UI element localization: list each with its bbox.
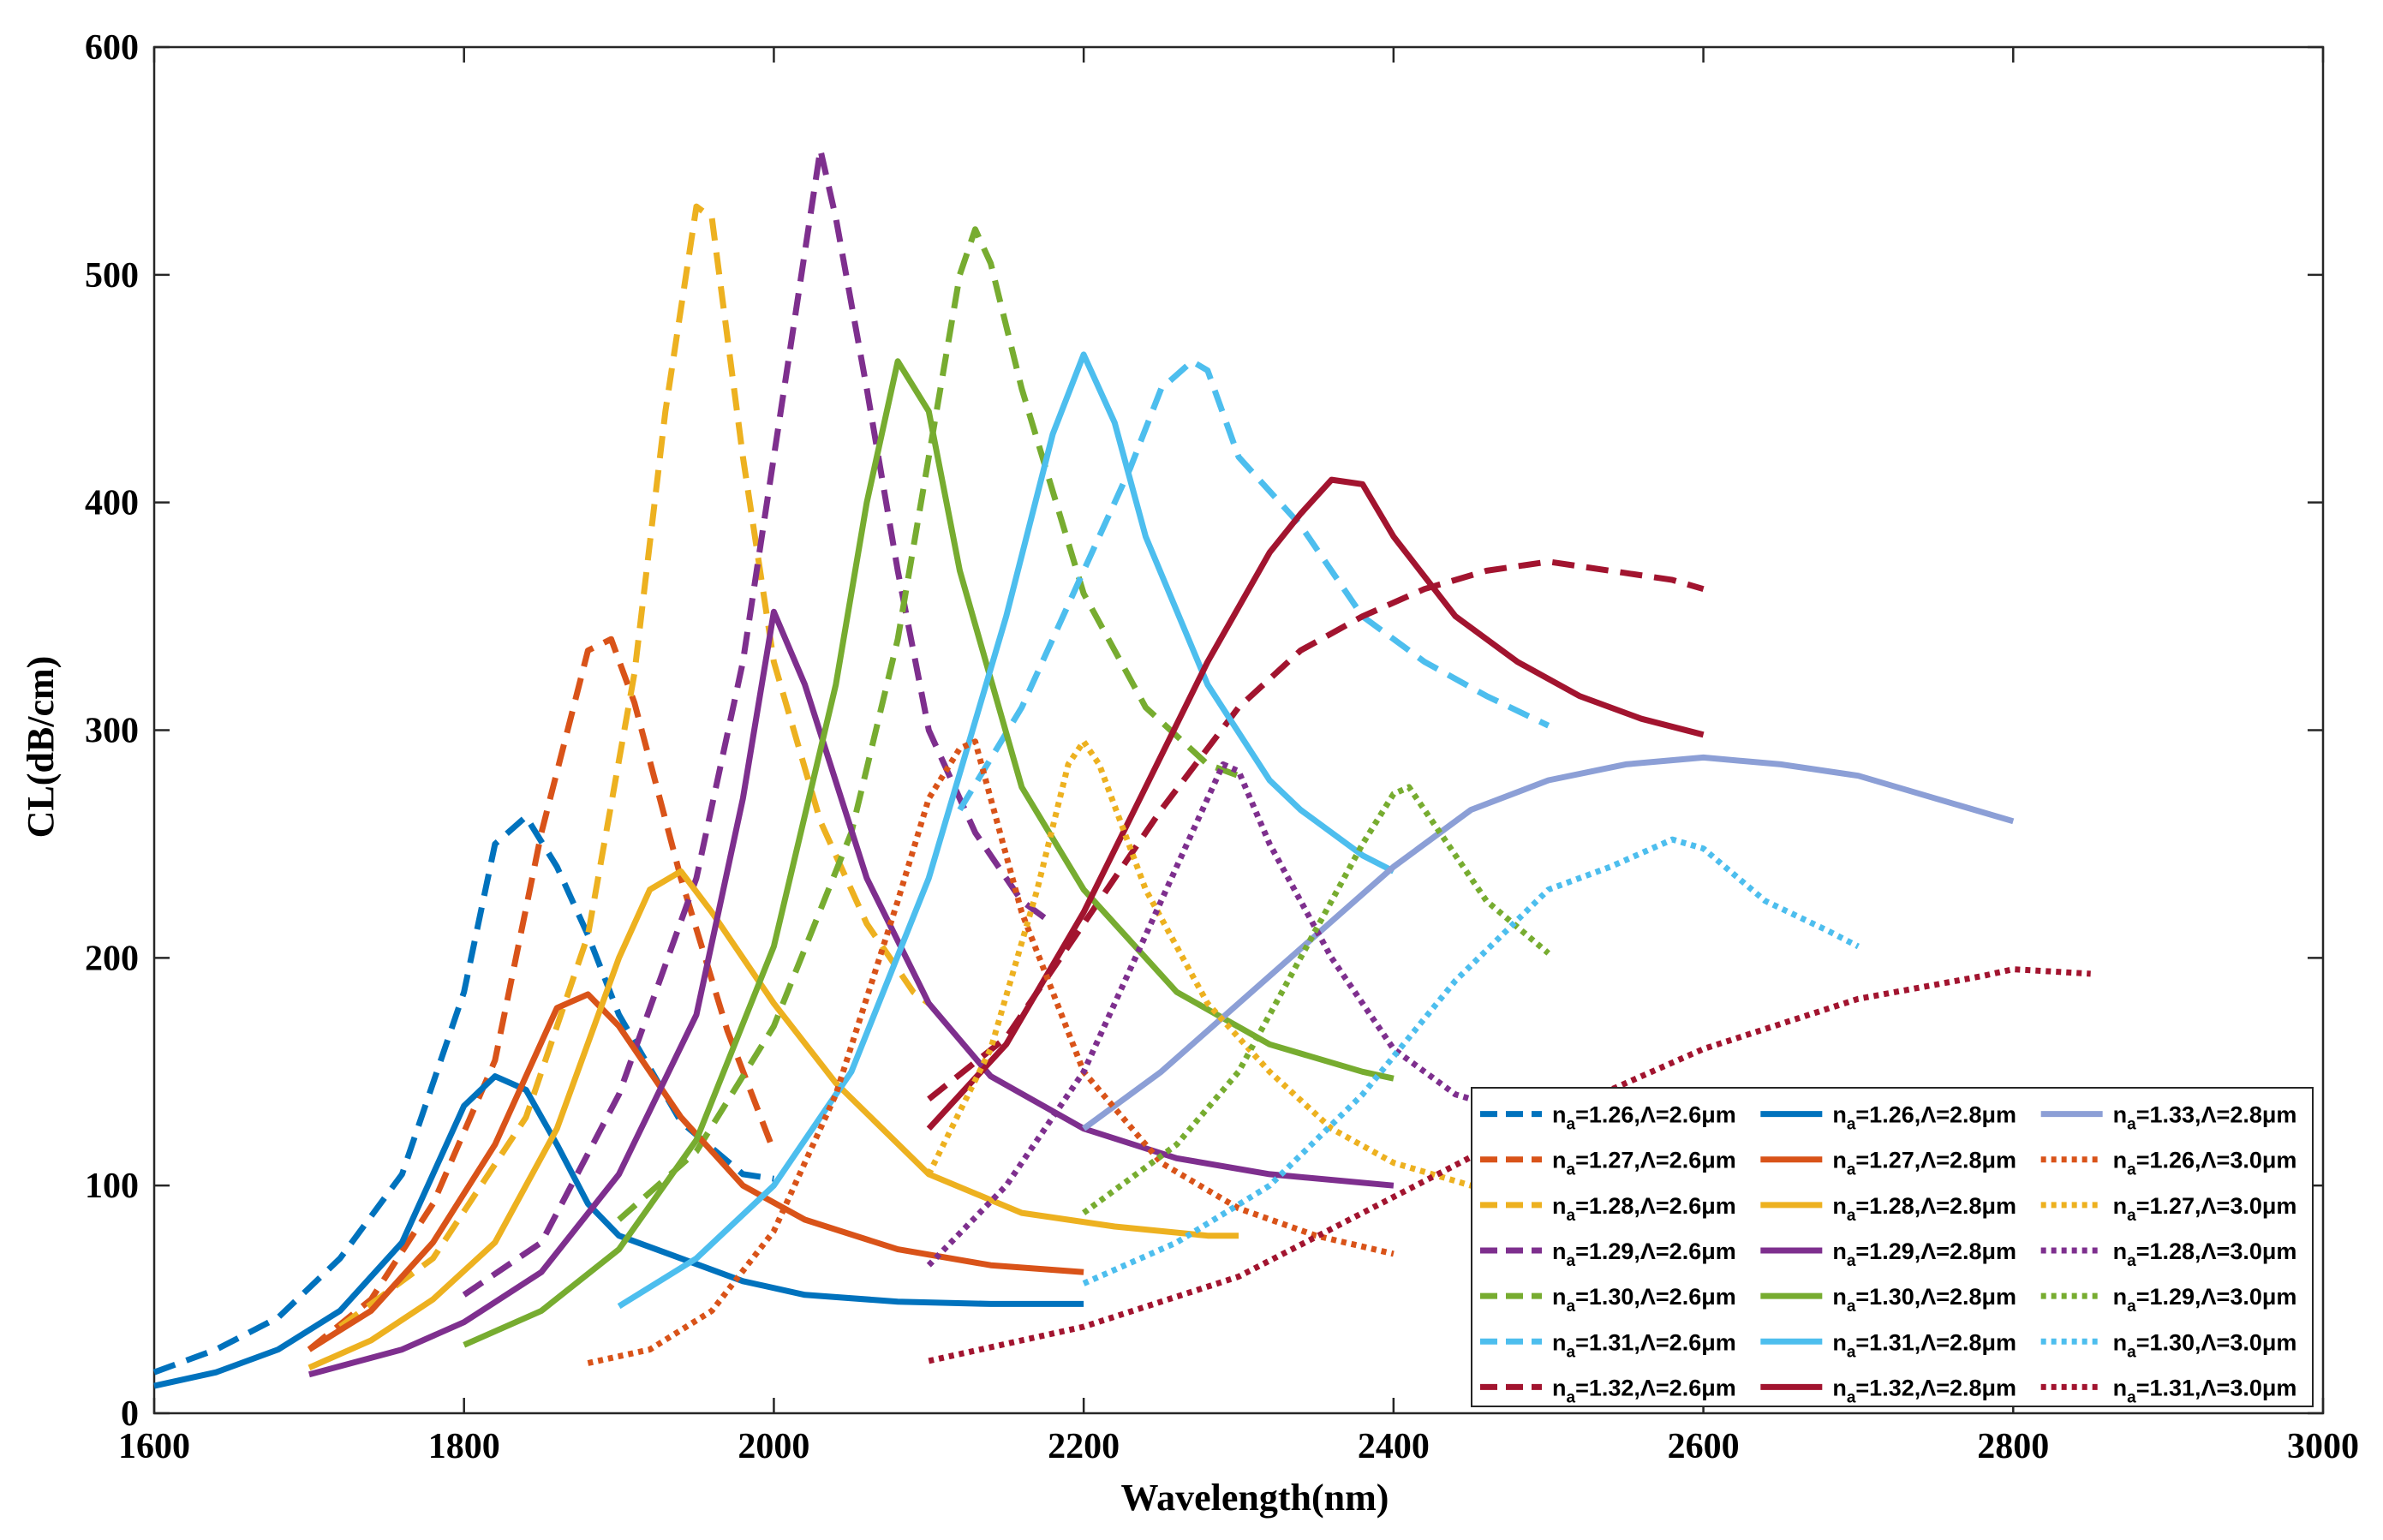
x-tick-label: 2200 (1048, 1427, 1120, 1466)
legend-entry: na=1.26,Λ=3.0μm (2040, 1148, 2297, 1179)
legend-entry: na=1.29,Λ=2.8μm (1760, 1239, 2016, 1270)
y-axis-label: CL(dB/cm) (20, 656, 62, 839)
legend-entry: na=1.29,Λ=3.0μm (2040, 1284, 2297, 1316)
legend-entry: na=1.28,Λ=3.0μm (2040, 1239, 2297, 1270)
series-layer (152, 146, 2091, 1389)
tick-labels: 1600 1800 2000 2200 2400 2600 2800 3000 0 100 200 3… (85, 28, 2359, 1466)
series-line-dotted-na-1-30-pitch-3-0 (1082, 836, 1860, 1286)
legend-label: na=1.27,Λ=2.8μm (1832, 1148, 2016, 1179)
series-line-dashed-na-1-27-pitch-2-6 (307, 636, 777, 1352)
series-line-dashed-na-1-32-pitch-2-6 (927, 558, 1705, 1101)
series-line-dashed-na-1-28-pitch-2-6 (337, 203, 931, 1329)
legend-label: na=1.27,Λ=2.6μm (1552, 1148, 1736, 1179)
legend-label: na=1.28,Λ=2.8μm (1832, 1193, 2016, 1225)
x-tick-label: 2800 (1977, 1427, 2049, 1466)
legend-box (1471, 1087, 2314, 1407)
legend-label: na=1.26,Λ=2.8μm (1832, 1102, 2016, 1134)
legend-entry: na=1.29,Λ=2.6μm (1480, 1239, 1736, 1270)
x-tick-label: 2600 (1668, 1427, 1740, 1466)
y-tick-label: 300 (85, 712, 139, 751)
legend-label: na=1.32,Λ=2.8μm (1832, 1375, 2016, 1406)
series-line-solid-na-1-31-pitch-2-8 (617, 351, 1395, 1310)
y-tick-label: 100 (85, 1167, 139, 1206)
legend-entry: na=1.27,Λ=2.8μm (1760, 1148, 2016, 1179)
legend-entry: na=1.32,Λ=2.6μm (1480, 1375, 1736, 1406)
series-line-solid-na-1-29-pitch-2-8 (308, 608, 1395, 1378)
series-line-solid-na-1-32-pitch-2-8 (926, 476, 1705, 1131)
y-tick-label: 200 (85, 939, 139, 978)
legend-label: na=1.29,Λ=3.0μm (2113, 1284, 2297, 1316)
legend-label: na=1.29,Λ=2.8μm (1832, 1239, 2016, 1270)
legend-entry: na=1.30,Λ=3.0μm (2040, 1329, 2297, 1361)
series-line-solid-na-1-26-pitch-2-8 (153, 1073, 1084, 1389)
legend-label: na=1.30,Λ=2.8μm (1832, 1284, 2016, 1316)
legend-entry: na=1.30,Λ=2.6μm (1480, 1284, 1736, 1316)
y-tick-label: 0 (121, 1394, 139, 1434)
series-line-dashed-na-1-26-pitch-2-6 (152, 814, 774, 1376)
legend-label: na=1.29,Λ=2.6μm (1552, 1239, 1736, 1270)
legend-entry: na=1.27,Λ=3.0μm (2040, 1193, 2297, 1225)
legend-label: na=1.26,Λ=2.6μm (1552, 1102, 1736, 1134)
legend-entry: na=1.31,Λ=3.0μm (2040, 1375, 2297, 1406)
legend-label: na=1.31,Λ=3.0μm (2113, 1375, 2297, 1406)
series-line-dashed-na-1-30-pitch-2-6 (617, 226, 1240, 1222)
series-line-solid-na-1-27-pitch-2-8 (308, 991, 1084, 1352)
legend-label: na=1.32,Λ=2.6μm (1552, 1375, 1736, 1406)
x-tick-label: 2000 (738, 1427, 809, 1466)
series-line-dotted-na-1-31-pitch-3-0 (928, 966, 2091, 1364)
legend-label: na=1.33,Λ=2.8μm (2113, 1102, 2297, 1134)
legend-entry: na=1.31,Λ=2.8μm (1760, 1329, 2016, 1361)
series-line-dashed-na-1-31-pitch-2-6 (957, 358, 1550, 812)
series-line-dotted-na-1-27-pitch-3-0 (926, 738, 1550, 1200)
x-tick-label: 1600 (118, 1427, 190, 1466)
x-axis-label: Wavelength(nm) (1121, 1477, 1389, 1519)
series-line-solid-na-1-28-pitch-2-8 (308, 868, 1239, 1371)
legend-entry: na=1.32,Λ=2.8μm (1760, 1375, 2016, 1406)
y-tick-label: 600 (85, 28, 139, 68)
y-tick-label: 500 (85, 256, 139, 295)
legend-entry: na=1.30,Λ=2.8μm (1760, 1284, 2016, 1316)
series-line-dashed-na-1-29-pitch-2-6 (462, 146, 1055, 1298)
legend: na=1.26,Λ=2.6μm na=1.26,Λ=2.8μm na=1.33,Λ=… (1471, 1087, 2314, 1407)
legend-entry: na=1.28,Λ=2.6μm (1480, 1193, 1736, 1225)
legend-entry: na=1.26,Λ=2.8μm (1760, 1102, 2016, 1134)
legend-label: na=1.31,Λ=2.6μm (1552, 1329, 1736, 1361)
legend-entry: na=1.28,Λ=2.8μm (1760, 1193, 2016, 1225)
y-tick-label: 400 (85, 484, 139, 523)
legend-label: na=1.30,Λ=2.6μm (1552, 1284, 1736, 1316)
series-line-solid-na-1-33-pitch-2-8 (1082, 754, 2015, 1131)
legend-label: na=1.30,Λ=3.0μm (2113, 1329, 2297, 1361)
legend-label: na=1.26,Λ=3.0μm (2113, 1148, 2297, 1179)
legend-label: na=1.27,Λ=3.0μm (2113, 1193, 2297, 1225)
x-tick-label: 1800 (428, 1427, 500, 1466)
legend-label: na=1.31,Λ=2.8μm (1832, 1329, 2016, 1361)
legend-label: na=1.28,Λ=2.6μm (1552, 1193, 1736, 1225)
legend-label: na=1.28,Λ=3.0μm (2113, 1239, 2297, 1270)
legend-entry: na=1.26,Λ=2.6μm (1480, 1102, 1736, 1134)
legend-entry: na=1.31,Λ=2.6μm (1480, 1329, 1736, 1361)
series-line-dotted-na-1-26-pitch-3-0 (587, 738, 1395, 1366)
x-tick-label: 2400 (1358, 1427, 1430, 1466)
legend-entry: na=1.33,Λ=2.8μm (2040, 1102, 2297, 1134)
legend-entry: na=1.27,Λ=2.6μm (1480, 1148, 1736, 1179)
x-tick-label: 3000 (2287, 1427, 2359, 1466)
